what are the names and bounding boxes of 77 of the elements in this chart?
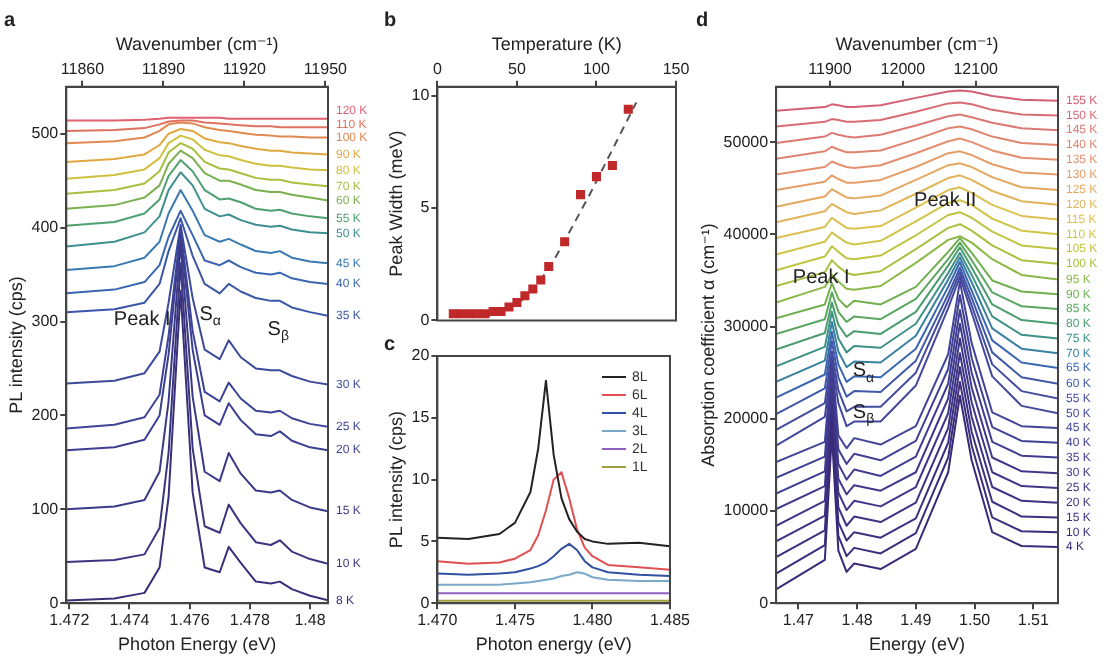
point — [544, 261, 554, 272]
x2-axis-title: Wavenumber (cm⁻¹) — [835, 33, 999, 54]
y-tick-label: 0 — [759, 593, 770, 612]
y-tick-label: 15 — [411, 408, 431, 427]
y-tick-label: 500 — [31, 124, 60, 143]
point — [591, 172, 601, 182]
point — [496, 306, 506, 316]
point — [576, 190, 586, 200]
y-tick-label: 300 — [31, 311, 60, 330]
x-tick-label: 100 — [583, 59, 611, 78]
x-tick-label: 1.49 — [900, 611, 933, 630]
x-tick-label: 1.51 — [1017, 611, 1050, 630]
y-tick-label: 50000 — [723, 132, 770, 151]
x-tick-label: 1.478 — [229, 611, 271, 630]
y-tick-label: 20000 — [723, 409, 770, 428]
y-axis-title: Peak Width (meV) — [385, 130, 406, 277]
point — [512, 297, 522, 307]
x-axis-title: Photon energy (eV) — [475, 634, 632, 655]
x-tick-label: 150 — [662, 59, 691, 78]
x-tick-label: 1.470 — [417, 611, 459, 630]
y-tick-label: 20 — [411, 346, 431, 365]
y-tick-label: 10 — [411, 86, 431, 105]
x-tick-label: 50 — [508, 59, 527, 78]
y-axis-title: Absorption coefficient α (cm⁻¹) — [697, 223, 718, 467]
x-tick-label: 0 — [432, 59, 443, 78]
point — [536, 275, 546, 285]
y-tick-label: 400 — [31, 218, 60, 237]
point — [528, 284, 538, 294]
point — [623, 104, 633, 114]
x2-tick-label: 11900 — [808, 59, 853, 78]
x2-tick-label: 11920 — [222, 59, 268, 78]
point — [560, 237, 570, 247]
y-axis-title: PL intensity (cps) — [385, 410, 406, 549]
x2-tick-label: 11860 — [60, 59, 106, 78]
point — [448, 309, 458, 319]
y-tick-label: 200 — [31, 405, 60, 424]
y-axis-title: PL intensity (cps) — [5, 276, 26, 414]
y-tick-label: 0 — [420, 593, 431, 612]
point — [504, 302, 514, 312]
x-tick-label: 1.475 — [494, 611, 537, 630]
point — [480, 309, 490, 319]
y-tick-label: 40000 — [723, 224, 770, 243]
chart-title: c — [384, 333, 396, 356]
y-tick-label: 5 — [420, 531, 431, 550]
point — [472, 309, 482, 319]
point — [520, 291, 530, 301]
x-tick-label: 1.480 — [572, 611, 614, 630]
chart-title: b — [384, 9, 397, 32]
point — [464, 309, 474, 319]
x-axis-title: Photon Energy (eV) — [118, 634, 277, 655]
x-tick-label: 1.485 — [649, 611, 692, 630]
x-tick-label: 1.48 — [294, 611, 327, 630]
x-tick-label: 1.50 — [959, 611, 992, 630]
point — [607, 160, 617, 170]
y-tick-label: 100 — [31, 499, 60, 518]
y-tick-label: 10000 — [723, 501, 770, 520]
x-tick-label: 1.47 — [782, 611, 816, 630]
y-tick-label: 10 — [411, 470, 431, 489]
x-tick-label: 1.474 — [109, 611, 151, 630]
x-axis-title: Temperature (K) — [491, 33, 622, 54]
y-tick-label: 0 — [420, 310, 431, 329]
y-tick-label: 30000 — [723, 316, 770, 335]
chart-title: a — [4, 9, 16, 32]
x2-tick-label: 12100 — [953, 59, 1000, 78]
annotation: Peak I — [113, 308, 171, 331]
x2-tick-label: 11950 — [303, 59, 349, 78]
point — [456, 309, 466, 319]
x-axis-title: Energy (eV) — [869, 634, 966, 655]
y-tick-label: 5 — [420, 198, 431, 217]
x-tick-label: 1.472 — [49, 611, 91, 630]
x2-tick-label: 11890 — [141, 59, 187, 78]
x-tick-label: 1.48 — [841, 611, 874, 630]
y-tick-label: 0 — [49, 593, 60, 612]
x2-tick-label: 12000 — [880, 59, 927, 78]
x-tick-label: 1.476 — [169, 611, 211, 630]
x2-axis-title: Wavenumber (cm⁻¹) — [115, 33, 279, 54]
chart-title: d — [696, 9, 709, 32]
